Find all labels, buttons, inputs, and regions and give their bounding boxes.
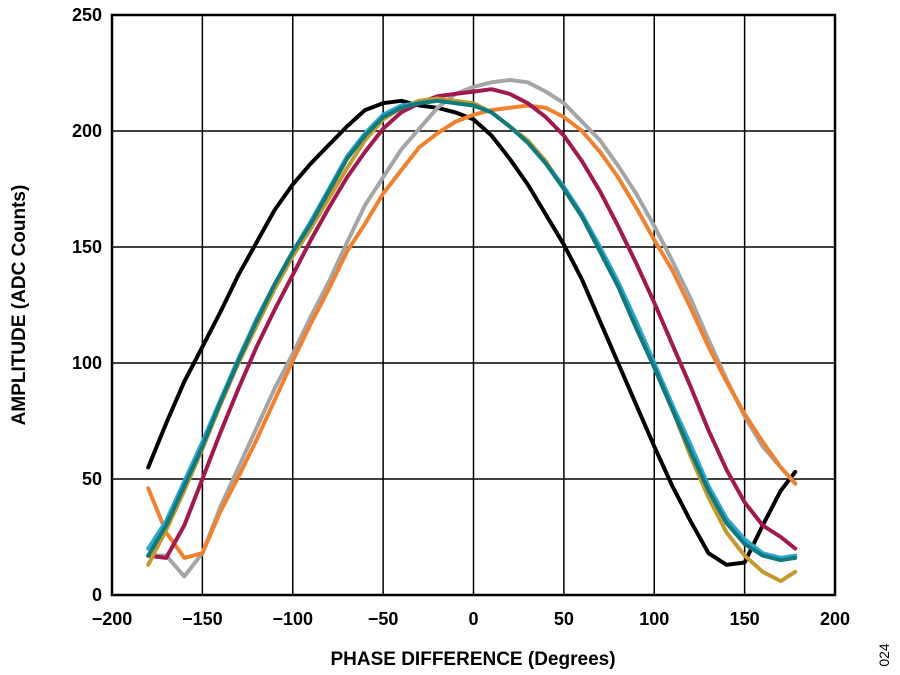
x-tick-label: 150: [730, 609, 760, 629]
figure-number: 024: [876, 643, 892, 667]
y-tick-label: 50: [82, 469, 102, 489]
y-tick-label: 100: [72, 353, 102, 373]
y-tick-label: 200: [72, 121, 102, 141]
y-tick-label: 150: [72, 237, 102, 257]
x-tick-label: −150: [182, 609, 223, 629]
series-line-4: [146, 87, 798, 560]
y-axis-label: AMPLITUDE (ADC Counts): [9, 185, 30, 426]
x-tick-labels: −200 −150 −100 −50 0 50 100 150 200: [92, 609, 850, 629]
series-line-7: [146, 98, 798, 563]
x-tick-label: 0: [468, 609, 478, 629]
series-line-3: [146, 103, 798, 560]
x-axis-label: PHASE DIFFERENCE (Degrees): [330, 649, 615, 670]
x-tick-label: 50: [554, 609, 574, 629]
x-tick-label: −50: [368, 609, 399, 629]
y-tick-label: 250: [72, 5, 102, 25]
x-tick-label: −200: [92, 609, 133, 629]
series-lines: [146, 78, 798, 584]
series-line-1: [146, 98, 798, 567]
series-line-2: [146, 78, 798, 579]
y-tick-labels: 0 50 100 150 200 250: [72, 5, 102, 605]
y-tick-label: 0: [92, 585, 102, 605]
x-tick-label: −100: [272, 609, 313, 629]
x-tick-label: 100: [639, 609, 669, 629]
plot-frame: [110, 13, 837, 597]
series-line-6: [146, 98, 798, 560]
x-tick-label: 200: [820, 609, 850, 629]
